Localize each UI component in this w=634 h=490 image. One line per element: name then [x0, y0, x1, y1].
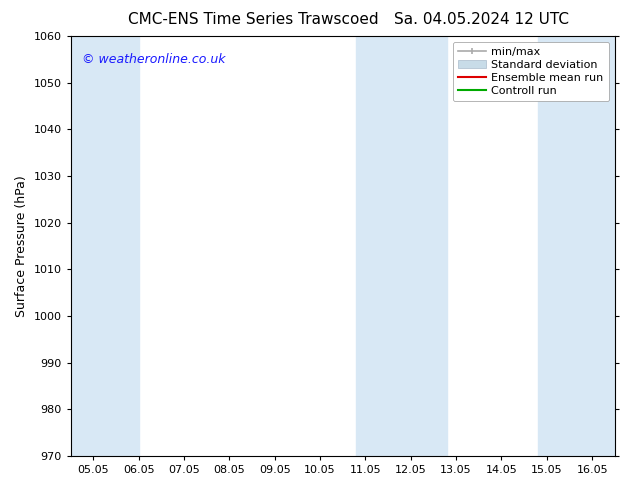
Text: Sa. 04.05.2024 12 UTC: Sa. 04.05.2024 12 UTC [394, 12, 569, 27]
Text: © weatheronline.co.uk: © weatheronline.co.uk [82, 53, 225, 66]
Bar [71, 36, 139, 456]
Bar [356, 36, 447, 456]
Y-axis label: Surface Pressure (hPa): Surface Pressure (hPa) [15, 175, 28, 317]
Bar [538, 36, 615, 456]
Legend: min/max, Standard deviation, Ensemble mean run, Controll run: min/max, Standard deviation, Ensemble me… [453, 42, 609, 101]
Text: CMC-ENS Time Series Trawscoed: CMC-ENS Time Series Trawscoed [128, 12, 379, 27]
